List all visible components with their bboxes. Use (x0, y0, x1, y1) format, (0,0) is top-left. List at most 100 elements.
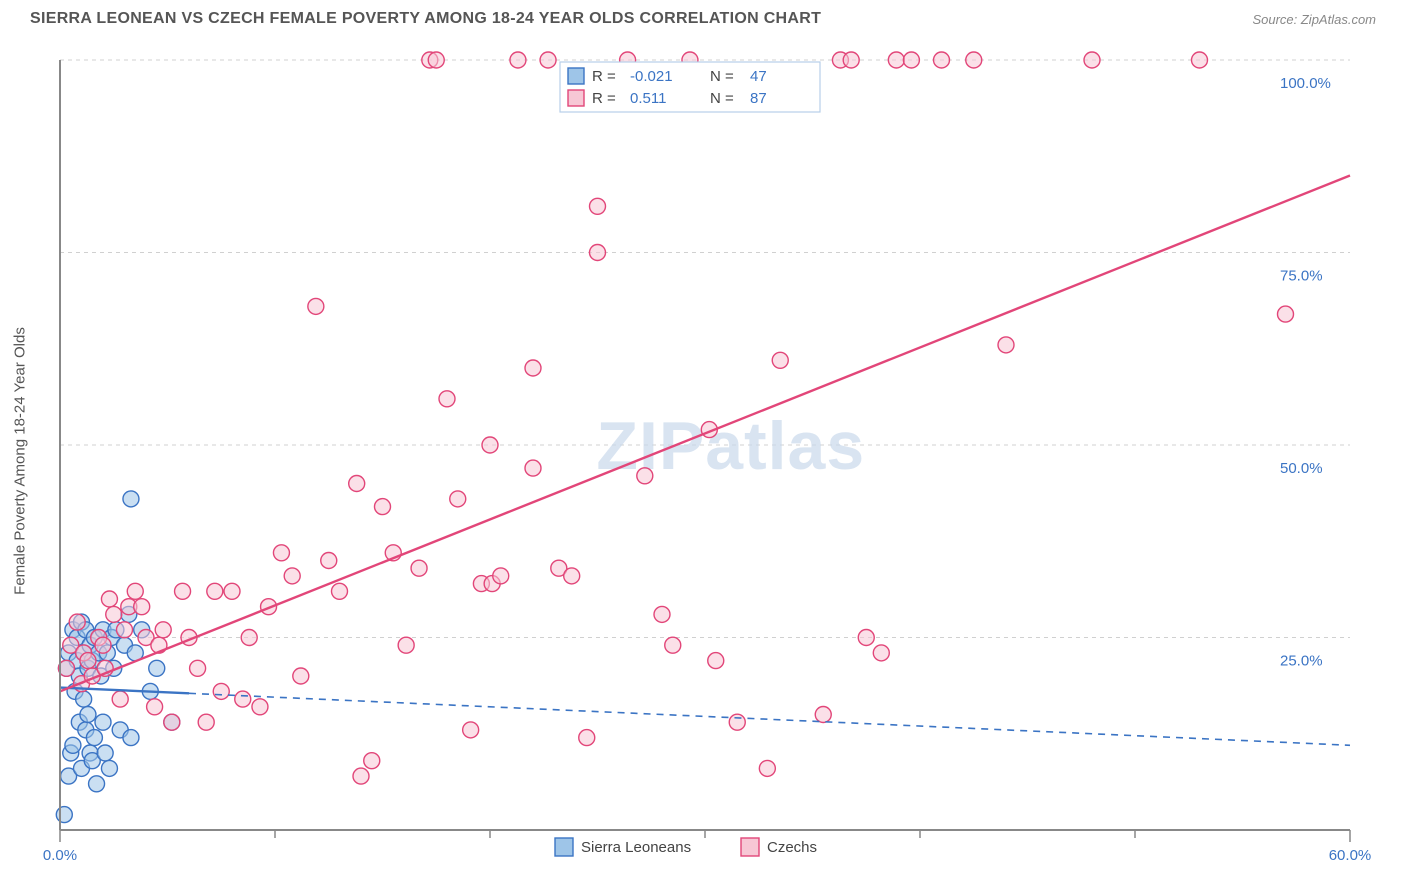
data-point (903, 52, 919, 68)
data-point (101, 591, 117, 607)
data-point (934, 52, 950, 68)
data-point (207, 583, 223, 599)
data-point (123, 730, 139, 746)
y-axis-label: Female Poverty Among 18-24 Year Olds (12, 327, 29, 595)
data-point (482, 437, 498, 453)
data-point (106, 606, 122, 622)
data-point (590, 245, 606, 261)
stats-n-label: N = (710, 68, 734, 85)
data-point (65, 737, 81, 753)
data-point (80, 707, 96, 723)
data-point (308, 298, 324, 314)
data-point (1278, 306, 1294, 322)
data-point (966, 52, 982, 68)
stats-r-value-1: 0.511 (630, 90, 666, 107)
stats-r-label: R = (592, 90, 616, 107)
stats-r-value-0: -0.021 (630, 68, 673, 85)
stats-swatch-pink (568, 90, 584, 106)
header-bar: SIERRA LEONEAN VS CZECH FEMALE POVERTY A… (0, 0, 1406, 28)
data-point (97, 745, 113, 761)
data-point (998, 337, 1014, 353)
data-point (564, 568, 580, 584)
data-point (252, 699, 268, 715)
stats-n-value-1: 87 (750, 90, 767, 107)
data-point (439, 391, 455, 407)
data-point (321, 553, 337, 569)
data-point (772, 352, 788, 368)
data-point (284, 568, 300, 584)
data-point (375, 499, 391, 515)
data-point (224, 583, 240, 599)
data-point (510, 52, 526, 68)
x-tick-label: 0.0% (43, 847, 77, 864)
data-point (637, 468, 653, 484)
data-point (428, 52, 444, 68)
stats-n-label: N = (710, 90, 734, 107)
data-point (235, 691, 251, 707)
data-point (293, 668, 309, 684)
y-tick-label: 25.0% (1280, 653, 1323, 670)
data-point (175, 583, 191, 599)
data-point (398, 637, 414, 653)
data-point (164, 714, 180, 730)
data-point (708, 653, 724, 669)
data-point (590, 198, 606, 214)
data-point (353, 768, 369, 784)
data-point (463, 722, 479, 738)
data-point (540, 52, 556, 68)
x-tick-label: 60.0% (1329, 847, 1372, 864)
data-point (1192, 52, 1208, 68)
data-point (190, 660, 206, 676)
chart-container: Female Poverty Among 18-24 Year Olds 25.… (30, 40, 1386, 882)
data-point (95, 714, 111, 730)
data-point (117, 622, 133, 638)
y-tick-label: 100.0% (1280, 75, 1331, 92)
data-point (69, 614, 85, 630)
chart-title: SIERRA LEONEAN VS CZECH FEMALE POVERTY A… (30, 10, 821, 28)
data-point (95, 637, 111, 653)
data-point (127, 583, 143, 599)
data-point (349, 476, 365, 492)
data-point (112, 691, 128, 707)
data-point (101, 760, 117, 776)
data-point (80, 653, 96, 669)
data-point (665, 637, 681, 653)
data-point (525, 360, 541, 376)
data-point (654, 606, 670, 622)
legend-label: Sierra Leoneans (581, 839, 691, 856)
data-point (843, 52, 859, 68)
data-point (241, 630, 257, 646)
stats-n-value-0: 47 (750, 68, 767, 85)
data-point (56, 807, 72, 823)
data-point (364, 753, 380, 769)
data-point (123, 491, 139, 507)
data-point (729, 714, 745, 730)
data-point (858, 630, 874, 646)
data-point (134, 599, 150, 615)
data-point (525, 460, 541, 476)
data-point (155, 622, 171, 638)
legend-swatch (741, 838, 759, 856)
data-point (1084, 52, 1100, 68)
data-point (873, 645, 889, 661)
data-point (579, 730, 595, 746)
scatter-chart-svg: 25.0%50.0%75.0%100.0%ZIPatlas0.0%60.0%R … (30, 40, 1386, 882)
data-point (76, 691, 92, 707)
data-point (149, 660, 165, 676)
data-point (198, 714, 214, 730)
data-point (213, 683, 229, 699)
data-point (86, 730, 102, 746)
y-tick-label: 50.0% (1280, 460, 1323, 477)
data-point (332, 583, 348, 599)
data-point (147, 699, 163, 715)
y-tick-label: 75.0% (1280, 268, 1323, 285)
data-point (888, 52, 904, 68)
data-point (493, 568, 509, 584)
stats-r-label: R = (592, 68, 616, 85)
data-point (759, 760, 775, 776)
trend-line-blue-dashed (189, 693, 1350, 745)
data-point (89, 776, 105, 792)
data-point (815, 707, 831, 723)
legend-label: Czechs (767, 839, 817, 856)
legend-swatch (555, 838, 573, 856)
